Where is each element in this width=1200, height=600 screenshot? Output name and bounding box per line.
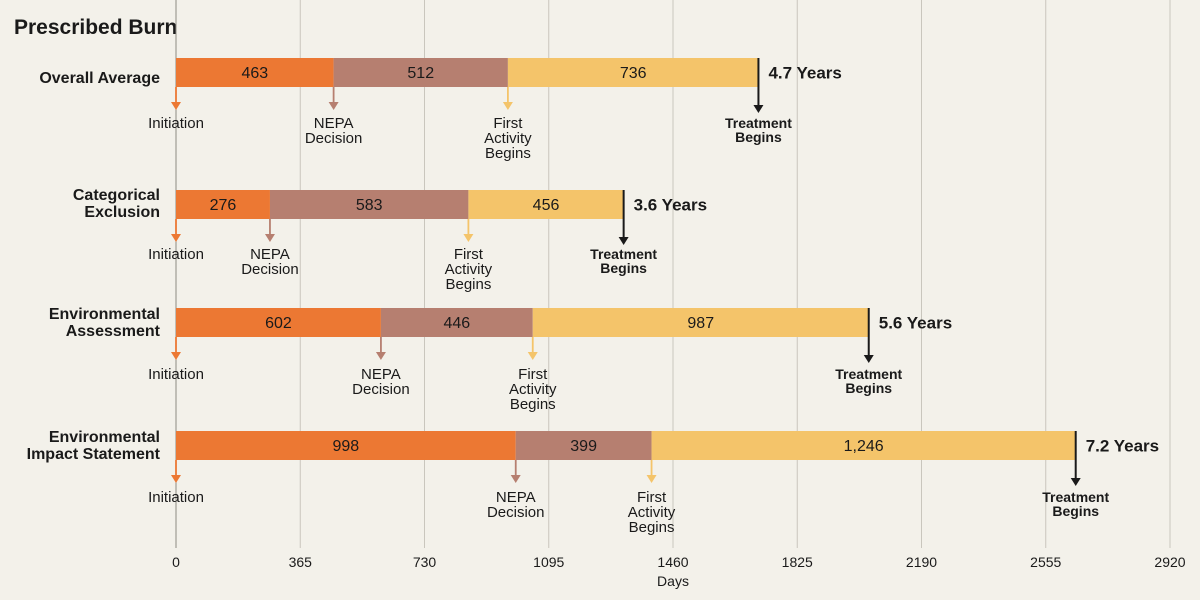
- milestone-label: Initiation: [148, 366, 204, 383]
- bar-value-label: 1,246: [844, 438, 884, 455]
- milestone-arrow-head: [863, 355, 874, 363]
- x-tick-label: 730: [413, 554, 437, 570]
- bar-segment: [333, 58, 508, 87]
- milestone-label: Initiation: [148, 489, 204, 506]
- total-duration-label: 3.6 Years: [634, 196, 707, 215]
- milestone-label: Treatment Begins: [835, 366, 902, 396]
- x-tick-label: 1460: [657, 554, 688, 570]
- chart-title: Prescribed Burn: [14, 16, 178, 39]
- category-label: Environmental Impact Statement: [26, 429, 160, 463]
- total-duration-label: 7.2 Years: [1086, 437, 1159, 456]
- milestone-arrow-head: [753, 105, 764, 113]
- bar-segment: [532, 308, 869, 337]
- x-tick-label: 2190: [906, 554, 937, 570]
- milestone-label: NEPA Decision: [305, 115, 363, 147]
- total-duration-label: 4.7 Years: [768, 64, 841, 83]
- total-duration-label: 5.6 Years: [879, 314, 952, 333]
- category-label: Overall Average: [39, 70, 160, 87]
- x-tick-label: 2920: [1154, 554, 1185, 570]
- bar-segment: [380, 308, 533, 337]
- bar-segment: [176, 190, 270, 219]
- milestone-label: Initiation: [148, 115, 204, 132]
- category-label: Environmental Assessment: [48, 306, 160, 340]
- milestone-arrow-head: [646, 475, 657, 483]
- milestone-arrow-head: [328, 102, 339, 110]
- milestone-arrow-head: [502, 102, 513, 110]
- bar-value-label: 276: [210, 197, 237, 214]
- bar-segment: [269, 190, 469, 219]
- bar-segment: [176, 308, 381, 337]
- bar-segment: [176, 431, 516, 460]
- milestone-label: First Activity Begins: [509, 366, 557, 413]
- milestone-arrow-head: [264, 234, 275, 242]
- x-tick-label: 1825: [782, 554, 813, 570]
- milestone-arrow-head: [510, 475, 521, 483]
- milestone-arrow-head: [375, 352, 386, 360]
- milestone-label: First Activity Begins: [484, 115, 532, 162]
- bar-value-label: 987: [687, 315, 714, 332]
- milestone-arrow-head: [527, 352, 538, 360]
- bar-segment: [176, 58, 334, 87]
- bar-value-label: 446: [443, 315, 470, 332]
- bar-value-label: 512: [407, 65, 434, 82]
- milestone-label: Treatment Begins: [725, 115, 792, 145]
- milestone-label: Treatment Begins: [1042, 489, 1109, 519]
- bar-value-label: 736: [620, 65, 647, 82]
- milestone-label: First Activity Begins: [445, 246, 493, 293]
- bar-segment: [468, 190, 624, 219]
- milestone-arrow-head: [463, 234, 474, 242]
- milestone-label: Treatment Begins: [590, 246, 657, 276]
- bar-value-label: 602: [265, 315, 292, 332]
- bar-value-label: 583: [356, 197, 383, 214]
- milestone-arrow-head: [171, 475, 181, 483]
- bar-value-label: 399: [570, 438, 597, 455]
- milestone-arrow-head: [171, 102, 181, 110]
- bar-value-label: 463: [241, 65, 268, 82]
- milestone-label: Initiation: [148, 246, 204, 263]
- milestone-arrow-head: [618, 237, 629, 245]
- x-axis-label: Days: [657, 573, 689, 589]
- x-tick-label: 0: [172, 554, 180, 570]
- milestone-label: NEPA Decision: [241, 246, 299, 278]
- category-label: Categorical Exclusion: [72, 187, 160, 221]
- x-tick-label: 2555: [1030, 554, 1061, 570]
- milestone-label: NEPA Decision: [352, 366, 410, 398]
- x-tick-label: 365: [289, 554, 313, 570]
- bar-segment: [507, 58, 759, 87]
- bar-segment: [515, 431, 652, 460]
- bar-segment: [651, 431, 1076, 460]
- bar-value-label: 998: [333, 438, 360, 455]
- x-tick-label: 1095: [533, 554, 564, 570]
- milestone-arrow-head: [171, 234, 181, 242]
- milestone-label: First Activity Begins: [628, 489, 676, 536]
- milestone-label: NEPA Decision: [487, 489, 545, 521]
- milestone-arrow-head: [171, 352, 181, 360]
- milestone-arrow-head: [1070, 478, 1081, 486]
- bar-value-label: 456: [533, 197, 560, 214]
